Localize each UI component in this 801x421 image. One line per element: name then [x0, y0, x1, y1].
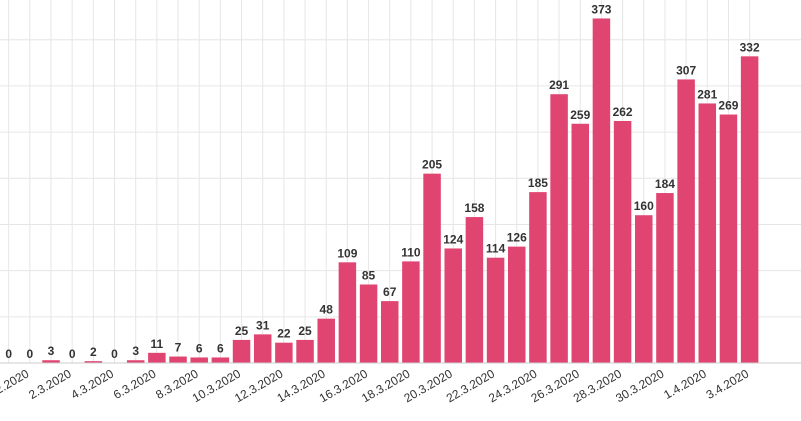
bar	[275, 342, 293, 363]
bar	[84, 361, 103, 363]
bar-value-label: 2	[90, 345, 97, 359]
x-tick-label: 3.4.2020	[704, 366, 752, 402]
bar-value-label: 262	[613, 105, 633, 119]
x-tick-label: 4.3.2020	[69, 366, 117, 402]
bar-value-label: 332	[740, 40, 760, 54]
bar-value-label: 0	[69, 347, 76, 361]
bar-value-label: 373	[591, 2, 611, 16]
bar-value-label: 160	[634, 199, 654, 213]
bar-value-label: 31	[256, 318, 270, 332]
bar-value-label: 25	[298, 324, 312, 338]
bar-value-label: 259	[570, 108, 590, 122]
bar	[359, 284, 378, 363]
x-tick-label: 29.2.2020	[0, 366, 32, 405]
bar	[402, 261, 420, 363]
bar	[232, 339, 251, 363]
bar	[126, 360, 145, 363]
bar-value-label: 6	[217, 341, 224, 355]
bar-value-label: 184	[655, 177, 675, 191]
bar	[296, 339, 314, 363]
bar	[444, 248, 462, 363]
bar	[169, 356, 187, 363]
x-axis-tick-labels: 29.2.20202.3.20204.3.20206.3.20208.3.202…	[0, 366, 751, 405]
bar	[253, 334, 272, 363]
bar	[508, 246, 526, 363]
bar-value-label: 25	[235, 324, 249, 338]
bar	[656, 193, 674, 363]
bar-value-label: 158	[464, 201, 484, 215]
bar	[677, 79, 695, 363]
bar-value-label: 22	[277, 327, 291, 341]
bar-value-label: 7	[175, 341, 182, 355]
bar	[571, 123, 590, 363]
bar	[719, 114, 738, 363]
bar-value-label: 0	[111, 347, 118, 361]
bar-value-label: 205	[422, 158, 442, 172]
bar-value-label: 109	[337, 246, 357, 260]
x-tick-label: 1.4.2020	[661, 366, 709, 402]
bar	[42, 360, 60, 363]
bar	[148, 352, 166, 363]
bar	[317, 318, 335, 363]
bars-group	[42, 18, 759, 364]
bar-value-label: 67	[383, 285, 397, 299]
bar-value-label: 0	[5, 347, 12, 361]
bar-value-label: 114	[486, 242, 506, 256]
bar	[486, 257, 505, 363]
x-tick-label: 2.3.2020	[26, 366, 74, 402]
bar	[635, 215, 653, 363]
bar	[423, 173, 441, 363]
bar	[613, 120, 632, 363]
bar	[592, 18, 611, 363]
bar-value-label: 185	[528, 176, 548, 190]
bar	[740, 56, 759, 363]
bar-value-label: 48	[320, 303, 334, 317]
bar-value-label: 110	[401, 245, 421, 259]
bar	[698, 103, 717, 364]
bar	[380, 301, 399, 363]
bar	[211, 357, 230, 363]
bar	[190, 357, 208, 363]
bar-value-label: 3	[48, 344, 55, 358]
bar-value-label: 85	[362, 268, 376, 282]
bar-value-label: 291	[549, 78, 569, 92]
bar	[550, 94, 568, 364]
bar-value-label: 0	[26, 347, 33, 361]
bar-value-label: 126	[507, 231, 527, 245]
bar-value-label: 6	[196, 341, 203, 355]
bar-value-label: 281	[697, 87, 717, 101]
bar-value-label: 307	[676, 63, 696, 77]
bar-value-label: 3	[132, 344, 139, 358]
x-tick-label: 6.3.2020	[111, 366, 159, 402]
bar	[529, 192, 547, 363]
bar-value-label: 124	[443, 232, 463, 246]
bar	[465, 217, 484, 363]
bar	[338, 262, 357, 363]
bar-value-label: 269	[718, 99, 738, 113]
x-tick-label: 30.3.2020	[613, 366, 667, 405]
bar-value-label: 11	[151, 337, 164, 351]
